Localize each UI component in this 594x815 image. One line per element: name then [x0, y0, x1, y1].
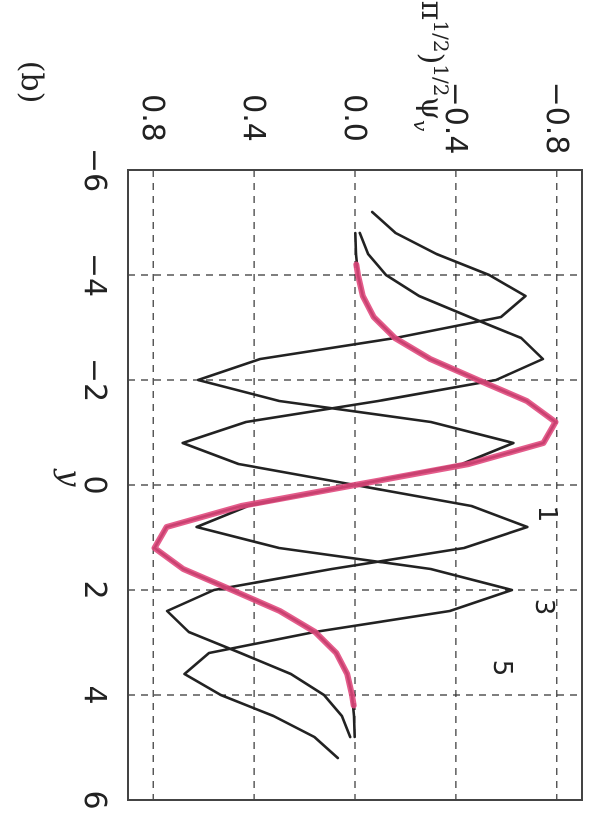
ylabel-sub: v [409, 120, 433, 132]
curve-label-3: 3 [529, 599, 559, 616]
position-tick-label-4: 2 [77, 580, 112, 599]
value-tick-group-4: 0.8 [135, 94, 170, 142]
value-tick-group-0: −0.8 [539, 82, 574, 155]
value-axis-title: (απ1/2)1/2ψv [409, 0, 453, 132]
position-tick-label-3: 0 [77, 475, 112, 494]
ylabel-base: (απ [414, 0, 449, 20]
position-tick-label-0: −6 [77, 148, 112, 192]
curve-label-group-1: 1 [532, 506, 562, 523]
position-tick-group-2: −2 [77, 358, 112, 402]
panel-label-group: (b) [14, 61, 49, 104]
position-tick-group-0: −6 [77, 148, 112, 192]
position-tick-group-6: 6 [77, 790, 112, 809]
series-group [151, 210, 559, 760]
position-tick-group-4: 2 [77, 580, 112, 599]
value-tick-label-3: 0.4 [236, 94, 271, 142]
position-axis-tick-labels: −6 −4 −2 0 2 4 6 [77, 148, 112, 810]
ylabel-exp1: 1/2 [429, 20, 453, 52]
position-tick-label-2: −2 [77, 358, 112, 402]
value-tick-group-3: 0.4 [236, 94, 271, 142]
value-tick-group-1: −0.4 [438, 82, 473, 155]
ylabel-mid: ) [414, 53, 449, 65]
position-tick-group-3: 0 [77, 475, 112, 494]
value-axis-title-group: (απ1/2)1/2ψv [409, 0, 453, 132]
ylabel-psi: ψ [414, 96, 449, 120]
value-tick-group-2: 0.0 [337, 94, 372, 142]
series-line-highlight [151, 261, 559, 709]
position-axis-title: y [52, 468, 87, 488]
value-tick-label-4: 0.8 [135, 94, 170, 142]
position-tick-group-5: 4 [77, 685, 112, 704]
value-tick-label-0: −0.8 [539, 82, 574, 155]
position-tick-label-6: 6 [77, 790, 112, 809]
panel-label: (b) [14, 61, 49, 104]
curve-label-group-3: 3 [529, 599, 559, 616]
value-tick-label-2: 0.0 [337, 94, 372, 142]
position-tick-label-1: −4 [77, 253, 112, 297]
curve-label-5: 5 [487, 660, 517, 677]
position-axis-title-group: y [52, 468, 87, 488]
position-tick-group-1: −4 [77, 253, 112, 297]
curve-labels: 1 3 5 [487, 506, 562, 677]
value-tick-label-1: −0.4 [438, 82, 473, 155]
curve-label-1: 1 [532, 506, 562, 523]
position-tick-label-5: 4 [77, 685, 112, 704]
value-axis-tick-labels: −0.8 −0.4 0.0 0.4 0.8 [135, 82, 574, 155]
curve-label-group-5: 5 [487, 660, 517, 677]
plot-frame [127, 169, 583, 801]
ylabel-exp2: 1/2 [429, 64, 453, 96]
